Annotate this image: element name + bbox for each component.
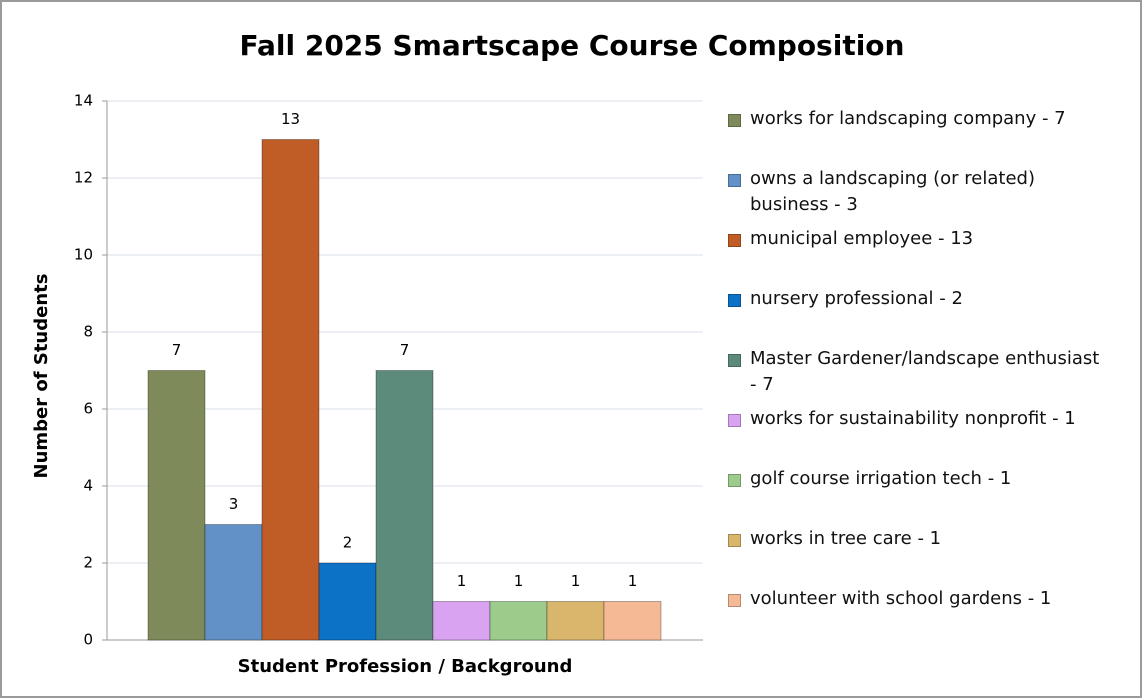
legend-swatch: [728, 474, 741, 487]
legend-swatch: [728, 294, 741, 307]
legend-label: works for landscaping company - 7: [750, 108, 1066, 129]
y-tick-label: 12: [74, 169, 93, 187]
legend-item: works for landscaping company - 7: [728, 106, 1108, 132]
legend-label: nursery professional - 2: [750, 288, 963, 309]
legend-label: golf course irrigation tech - 1: [750, 468, 1012, 489]
legend-label: works for sustainability nonprofit - 1: [750, 408, 1076, 429]
y-axis-title: Number of Students: [31, 274, 52, 479]
legend-swatch: [728, 354, 741, 367]
legend-swatch: [728, 174, 741, 187]
bar: [603, 601, 662, 641]
y-tick-label: 8: [83, 323, 93, 341]
legend-item: Master Gardener/landscape enthusiast - 7: [728, 346, 1108, 398]
bar: [489, 601, 548, 641]
bar: [375, 370, 434, 641]
value-label: 13: [281, 110, 300, 128]
chart-title: Fall 2025 Smartscape Course Composition: [240, 29, 905, 62]
legend-label: owns a landscaping (or related) business…: [750, 168, 1035, 215]
y-tick-label: 0: [83, 631, 93, 649]
legend-swatch: [728, 114, 741, 127]
value-label: 1: [628, 572, 638, 590]
y-tick-label: 2: [83, 554, 93, 572]
y-tick-label: 14: [74, 92, 93, 110]
bar: [261, 139, 320, 641]
legend-item: volunteer with school gardens - 1: [728, 586, 1108, 612]
legend-item: works for sustainability nonprofit - 1: [728, 406, 1108, 432]
value-label: 3: [229, 495, 239, 513]
value-label: 2: [343, 534, 353, 552]
bar: [432, 601, 491, 641]
legend-swatch: [728, 414, 741, 427]
legend-item: golf course irrigation tech - 1: [728, 466, 1108, 492]
bar: [546, 601, 605, 641]
bar: [147, 370, 206, 641]
value-label: 1: [571, 572, 581, 590]
y-tick-label: 6: [83, 400, 93, 418]
legend-label: Master Gardener/landscape enthusiast - 7: [750, 348, 1100, 395]
value-label: 7: [400, 341, 410, 359]
value-label: 1: [514, 572, 524, 590]
bar: [318, 562, 377, 641]
y-tick-label: 10: [74, 246, 93, 264]
bar: [204, 524, 263, 641]
legend-swatch: [728, 534, 741, 547]
legend-item: municipal employee - 13: [728, 226, 1108, 252]
legend-swatch: [728, 594, 741, 607]
legend-item: owns a landscaping (or related) business…: [728, 166, 1108, 218]
y-tick-label: 4: [83, 477, 93, 495]
legend-label: volunteer with school gardens - 1: [750, 588, 1052, 609]
legend-label: works in tree care - 1: [750, 528, 942, 549]
legend-item: works in tree care - 1: [728, 526, 1108, 552]
legend-label: municipal employee - 13: [750, 228, 974, 249]
value-label: 7: [172, 341, 182, 359]
x-axis-title: Student Profession / Background: [238, 656, 573, 677]
legend-swatch: [728, 234, 741, 247]
value-label: 1: [457, 572, 467, 590]
legend-item: nursery professional - 2: [728, 286, 1108, 312]
